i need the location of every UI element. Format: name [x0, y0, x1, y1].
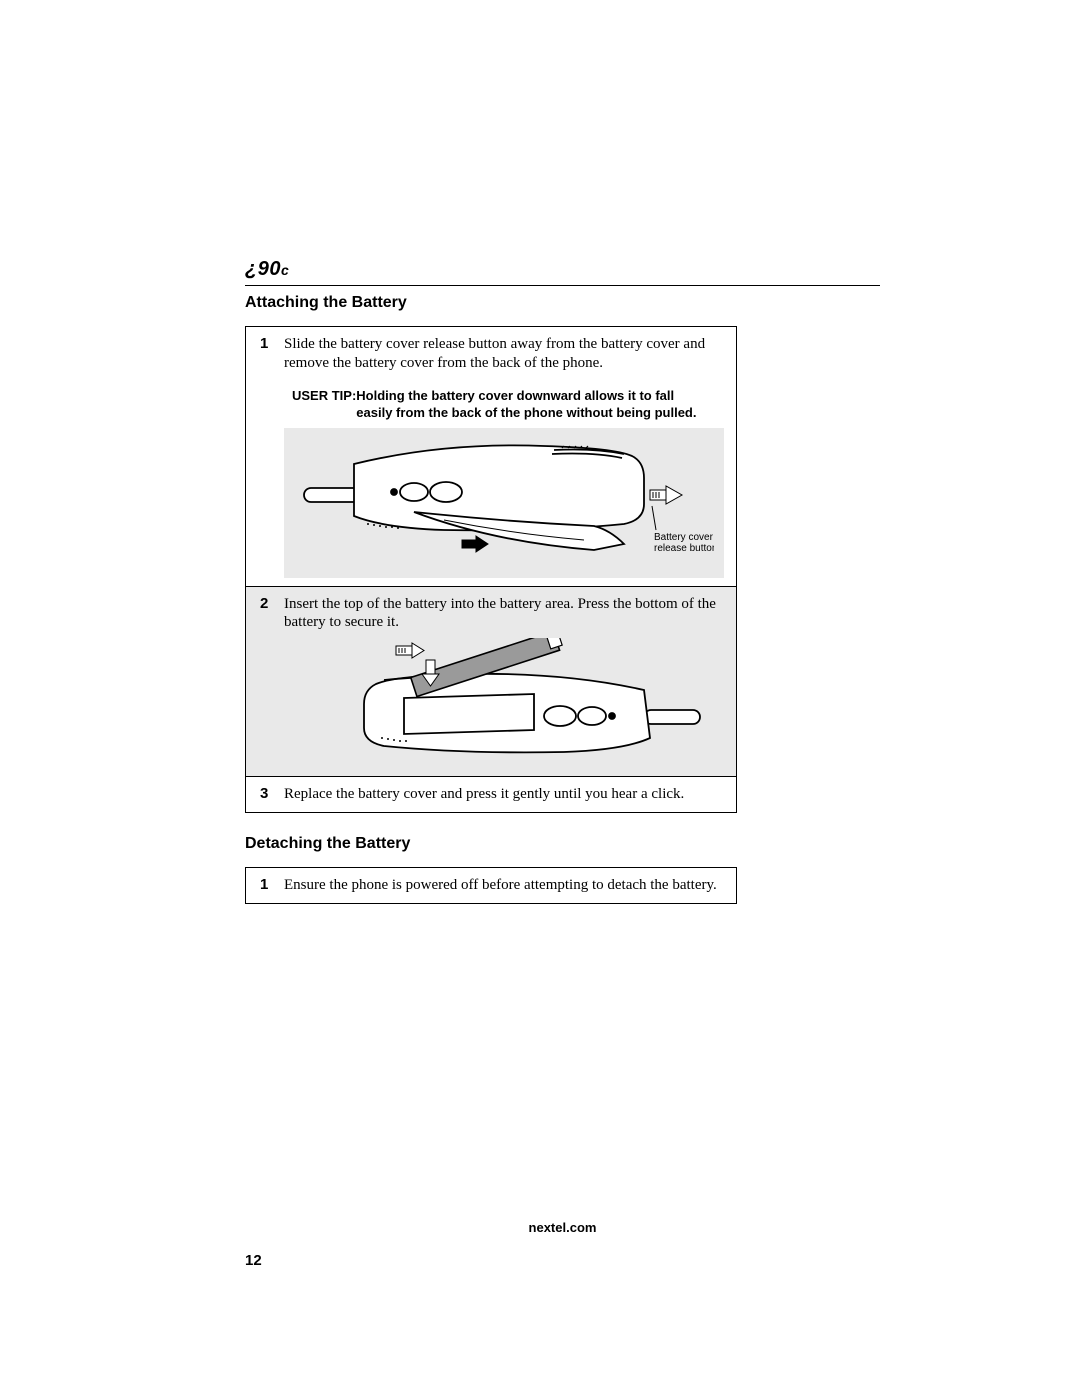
- detach-section: Detaching the Battery 1 Ensure the phone…: [245, 835, 880, 904]
- step-body: Replace the battery cover and press it g…: [284, 785, 724, 804]
- step-text: Insert the top of the battery into the b…: [284, 596, 716, 631]
- arrow-icon: [462, 536, 488, 552]
- step-number: 3: [260, 785, 284, 804]
- callout-line1: Battery cover: [654, 532, 714, 543]
- figure-1: Battery cover release button: [284, 428, 724, 578]
- model-suffix: c: [281, 262, 289, 278]
- step-number: 1: [260, 335, 284, 578]
- attach-step-1: 1 Slide the battery cover release button…: [246, 327, 736, 586]
- step-text: Ensure the phone is powered off before a…: [284, 877, 717, 893]
- arrow-icon: [650, 486, 682, 504]
- battery-insert-diagram: [294, 638, 714, 768]
- attach-steps-box: 1 Slide the battery cover release button…: [245, 326, 737, 813]
- user-tip: USER TIP:Holding the battery cover downw…: [284, 387, 724, 422]
- detach-steps-box: 1 Ensure the phone is powered off before…: [245, 867, 737, 904]
- step-text: Replace the battery cover and press it g…: [284, 786, 684, 802]
- model-name: ¿90: [245, 258, 281, 280]
- step-body: Ensure the phone is powered off before a…: [284, 876, 724, 895]
- footer: nextel.com: [245, 1219, 880, 1237]
- step-text: Slide the battery cover release button a…: [284, 336, 705, 371]
- section-title-attach: Attaching the Battery: [245, 294, 880, 312]
- tip-line2: easily from the back of the phone withou…: [356, 405, 696, 420]
- step-number: 1: [260, 876, 284, 895]
- detach-step-1: 1 Ensure the phone is powered off before…: [246, 868, 736, 903]
- callout-line2: release button: [654, 543, 714, 554]
- arrow-icon: [396, 643, 424, 658]
- footer-url: nextel.com: [529, 1220, 597, 1235]
- attach-step-3: 3 Replace the battery cover and press it…: [246, 776, 736, 812]
- step-body: Slide the battery cover release button a…: [284, 335, 724, 578]
- manual-page: ¿90c Attaching the Battery 1 Slide the b…: [0, 0, 1080, 1397]
- running-head: ¿90c: [245, 258, 880, 286]
- section-title-detach: Detaching the Battery: [245, 835, 880, 853]
- step-number: 2: [260, 595, 284, 769]
- attach-step-2: 2 Insert the top of the battery into the…: [246, 586, 736, 777]
- phone-cover-removal-diagram: Battery cover release button: [294, 434, 714, 574]
- tip-label: USER TIP:: [292, 388, 356, 403]
- figure-2: [284, 638, 724, 768]
- step-body: Insert the top of the battery into the b…: [284, 595, 724, 769]
- page-number: 12: [245, 1252, 262, 1269]
- tip-line1: Holding the battery cover downward allow…: [356, 388, 674, 403]
